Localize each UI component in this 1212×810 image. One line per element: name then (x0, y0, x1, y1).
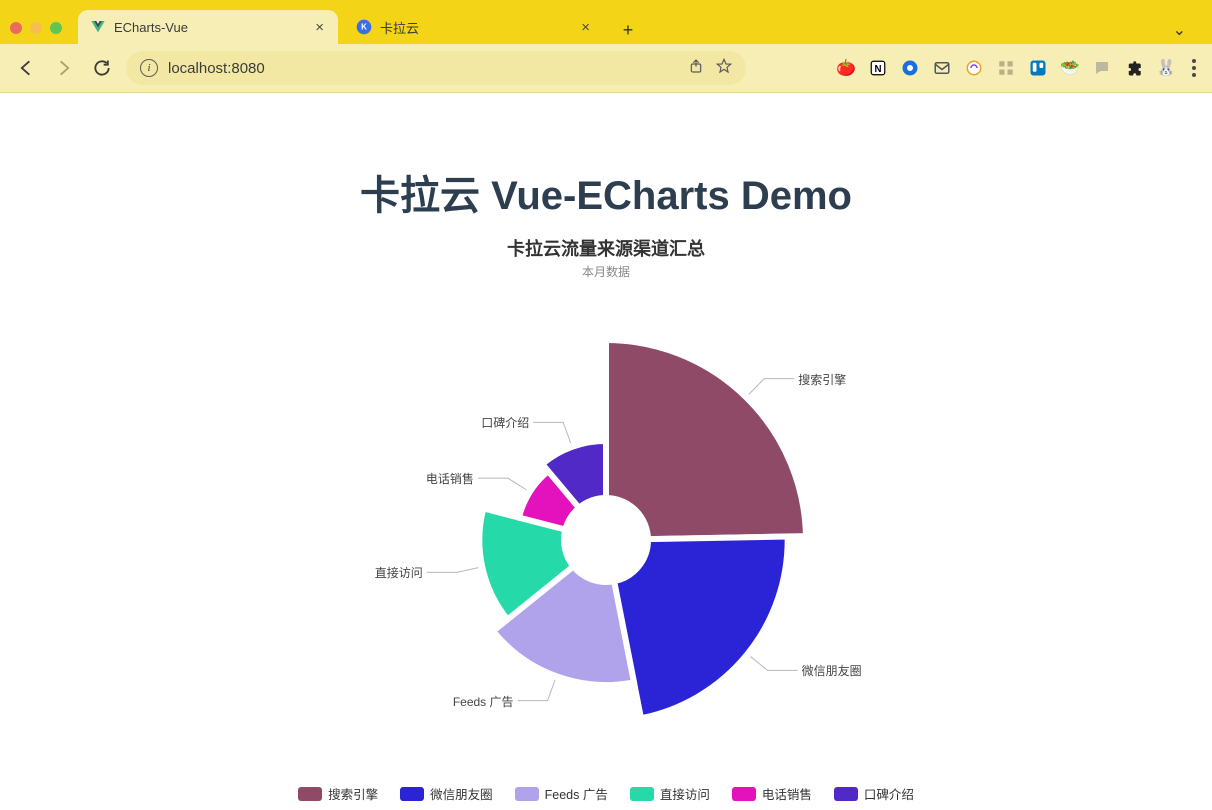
legend-item[interactable]: 搜索引擎 (298, 784, 378, 803)
notion-icon[interactable]: N (868, 58, 888, 78)
grid-icon[interactable] (996, 58, 1016, 78)
legend-item[interactable]: 电话销售 (732, 784, 812, 803)
forward-button[interactable] (50, 54, 78, 82)
bookmark-star-icon[interactable] (716, 58, 732, 78)
reload-button[interactable] (88, 54, 116, 82)
mail-icon[interactable] (932, 58, 952, 78)
slice-label: 直接访问 (375, 564, 423, 581)
legend-swatch (834, 787, 858, 801)
browser-tab[interactable]: K 卡拉云 × (344, 10, 604, 44)
chart-legend: 搜索引擎 微信朋友圈 Feeds 广告 直接访问 电话销售 口碑介绍 (0, 784, 1212, 803)
legend-item[interactable]: 直接访问 (630, 784, 710, 803)
leader-line (427, 568, 479, 573)
slice-label: 微信朋友圈 (802, 662, 862, 679)
legend-label: 搜索引擎 (328, 784, 378, 803)
legend-swatch (732, 787, 756, 801)
legend-swatch (298, 787, 322, 801)
legend-item[interactable]: 微信朋友圈 (400, 784, 493, 803)
tab-close-icon[interactable]: × (579, 19, 592, 36)
chevron-down-icon[interactable]: ⌄ (1165, 16, 1194, 44)
slice-label: 电话销售 (426, 470, 474, 487)
minimize-window-button[interactable] (30, 22, 42, 34)
legend-item[interactable]: Feeds 广告 (515, 784, 608, 803)
page-content: 卡拉云 Vue-ECharts Demo 卡拉云流量来源渠道汇总 本月数据 搜索… (0, 93, 1212, 803)
leader-line (533, 422, 571, 443)
chart-subtitle: 本月数据 (0, 263, 1212, 280)
slice-label: 口碑介绍 (481, 414, 529, 431)
vue-icon (90, 19, 106, 35)
legend-swatch (630, 787, 654, 801)
leader-line (478, 478, 527, 490)
legend-swatch (400, 787, 424, 801)
legend-item[interactable]: 口碑介绍 (834, 784, 914, 803)
trello-icon[interactable] (1028, 58, 1048, 78)
extensions-row: 🍅 N 🥗 🐰 (836, 55, 1200, 81)
tab-close-icon[interactable]: × (313, 19, 326, 36)
leader-line (518, 680, 556, 701)
bowl-icon[interactable]: 🥗 (1060, 58, 1080, 78)
close-window-button[interactable] (10, 22, 22, 34)
address-bar[interactable]: i localhost:8080 (126, 51, 746, 85)
onepass-icon[interactable] (900, 58, 920, 78)
slice-label: 搜索引擎 (798, 371, 846, 388)
page-title: 卡拉云 Vue-ECharts Demo (0, 163, 1212, 221)
surge-icon[interactable] (964, 58, 984, 78)
svg-text:N: N (874, 64, 881, 75)
legend-label: 直接访问 (660, 784, 710, 803)
tab-title: 卡拉云 (380, 18, 571, 37)
browser-menu-button[interactable] (1188, 55, 1200, 81)
legend-label: Feeds 广告 (545, 784, 608, 803)
chart-slice[interactable] (606, 340, 806, 539)
tomato-icon[interactable]: 🍅 (836, 58, 856, 78)
slice-label: Feeds 广告 (453, 693, 514, 710)
browser-toolbar: i localhost:8080 🍅 N 🥗 🐰 (0, 44, 1212, 92)
legend-label: 口碑介绍 (864, 784, 914, 803)
tab-strip: ECharts-Vue × K 卡拉云 × + ⌄ (0, 0, 1212, 44)
browser-tab-active[interactable]: ECharts-Vue × (78, 10, 338, 44)
leader-line (751, 657, 798, 671)
chart-title: 卡拉云流量来源渠道汇总 (0, 235, 1212, 261)
svg-text:K: K (361, 23, 367, 32)
chat-icon[interactable] (1092, 58, 1112, 78)
url-text: localhost:8080 (168, 60, 678, 77)
zoom-window-button[interactable] (50, 22, 62, 34)
nightingale-chart: 搜索引擎微信朋友圈 Feeds 广告 直接访问 电话销售 口碑介绍 (296, 290, 916, 780)
legend-swatch (515, 787, 539, 801)
rabbit-icon[interactable]: 🐰 (1156, 58, 1176, 78)
legend-label: 电话销售 (762, 784, 812, 803)
browser-chrome: ECharts-Vue × K 卡拉云 × + ⌄ i localhost:80… (0, 0, 1212, 93)
new-tab-button[interactable]: + (614, 16, 642, 44)
puzzle-icon[interactable] (1124, 58, 1144, 78)
leader-line (749, 379, 794, 395)
share-icon[interactable] (688, 58, 704, 78)
site-info-icon[interactable]: i (140, 59, 158, 77)
kly-icon: K (356, 19, 372, 35)
tab-title: ECharts-Vue (114, 20, 305, 35)
back-button[interactable] (12, 54, 40, 82)
window-controls (10, 12, 62, 44)
legend-label: 微信朋友圈 (430, 784, 493, 803)
